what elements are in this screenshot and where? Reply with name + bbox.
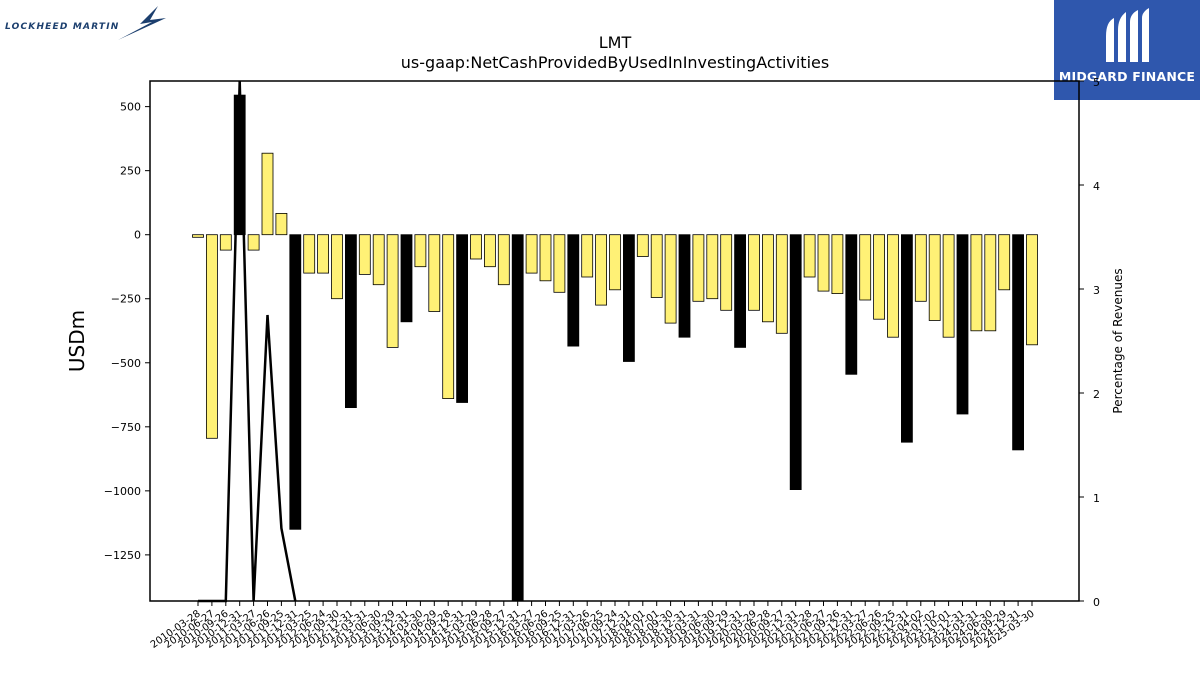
bar-2018-12-31 <box>678 234 691 338</box>
bar-2017-09-24 <box>609 234 621 291</box>
y2-tick-label: 0 <box>1093 596 1100 609</box>
bar-2024-12-31 <box>1012 234 1024 451</box>
bar-2022-12-31 <box>901 234 913 443</box>
y-tick-label: −250 <box>111 293 141 306</box>
y-tick-label: 500 <box>120 101 141 114</box>
bar-2016-06-26 <box>539 234 552 282</box>
midgard-mark-icon <box>1106 8 1149 62</box>
bar-2023-10-01 <box>942 234 955 338</box>
bar-2020-03-29 <box>748 234 760 311</box>
bar-2021-03-28 <box>803 234 816 278</box>
y2-tick-label: 5 <box>1093 76 1100 89</box>
bar-2024-09-29 <box>998 234 1011 291</box>
plot-frame <box>149 80 1080 602</box>
bar-2011-12-31 <box>289 234 302 530</box>
x-ticks: 2010-03-282010-06-272010-09-262010-12-31… <box>149 601 1037 651</box>
bar-2018-09-30 <box>664 234 677 324</box>
bar-2024-06-30 <box>984 234 997 332</box>
bar-2010-03-28 <box>192 234 204 238</box>
chart-title: LMT <box>599 33 632 52</box>
bar-2015-12-31 <box>511 234 524 602</box>
star-swoosh-icon <box>118 6 166 40</box>
y2-ticks: 0 1 2 3 4 5 <box>1079 76 1100 609</box>
bar-2025-03-30 <box>1026 234 1038 346</box>
y2-tick-label: 3 <box>1093 284 1100 297</box>
bar-2022-09-25 <box>887 234 899 338</box>
y-tick-label: 250 <box>120 165 141 178</box>
bar-2021-12-31 <box>845 234 858 375</box>
bar-2015-06-28 <box>483 234 496 268</box>
bar-2011-09-25 <box>275 212 288 236</box>
bar-2021-06-27 <box>817 234 830 292</box>
bar-2015-09-27 <box>497 234 510 286</box>
y-tick-label: −500 <box>111 357 141 370</box>
bar-2023-04-02 <box>914 234 927 302</box>
bar-2016-09-25 <box>553 234 566 293</box>
bar-2021-09-26 <box>831 234 844 294</box>
y2-tick-label: 1 <box>1093 492 1100 505</box>
y-tick-label: −750 <box>111 421 141 434</box>
y2-tick-label: 2 <box>1093 388 1100 401</box>
bar-2014-06-29 <box>428 234 441 312</box>
y-tick-label: 0 <box>134 229 141 242</box>
y-axis-label: USDm <box>65 310 89 372</box>
bar-2013-03-31 <box>358 234 371 275</box>
bar-2011-06-26 <box>261 152 274 236</box>
bar-2010-09-26 <box>219 234 232 251</box>
bar-2016-12-31 <box>567 234 580 347</box>
bar-2016-03-27 <box>525 234 538 274</box>
bar-2017-06-25 <box>595 234 607 306</box>
bar-2019-12-31 <box>734 234 746 348</box>
bar-2014-03-30 <box>414 234 427 268</box>
bars-group <box>192 94 1038 602</box>
bar-2013-12-31 <box>400 234 413 323</box>
bar-2020-12-31 <box>789 234 802 490</box>
bar-2013-09-29 <box>386 234 399 348</box>
bar-2012-09-30 <box>331 234 343 300</box>
bar-2012-03-25 <box>303 234 316 274</box>
bar-2020-09-27 <box>775 234 788 334</box>
y2-tick-label: 4 <box>1093 180 1100 193</box>
midgard-finance-logo: MIDGARD FINANCE <box>1054 0 1200 100</box>
chart-subtitle: us-gaap:NetCashProvidedByUsedInInvesting… <box>401 53 829 72</box>
bar-2019-06-30 <box>706 234 719 300</box>
bar-2023-07-02 <box>928 234 941 321</box>
lockheed-martin-wordmark: LOCKHEED MARTIN <box>5 22 120 32</box>
bar-2013-06-30 <box>372 234 385 286</box>
bar-2019-03-31 <box>692 234 705 302</box>
bar-2012-12-31 <box>344 234 357 408</box>
y-tick-label: −1000 <box>104 485 141 498</box>
bar-2017-12-31 <box>623 234 635 362</box>
midgard-finance-wordmark: MIDGARD FINANCE <box>1058 69 1196 84</box>
bar-2010-06-27 <box>205 234 218 439</box>
lockheed-martin-logo: LOCKHEED MARTIN <box>5 6 166 40</box>
bar-2014-09-28 <box>442 234 455 399</box>
y2-axis-label: Percentage of Revenues <box>1111 268 1125 413</box>
bar-2017-03-26 <box>581 234 594 278</box>
y-ticks: 500 250 0 −250 −500 −750 −1000 −1250 <box>104 101 150 562</box>
bar-2012-06-24 <box>317 234 330 274</box>
bar-2014-12-31 <box>456 234 469 403</box>
bar-2024-03-31 <box>970 234 983 332</box>
bar-2023-12-31 <box>956 234 969 415</box>
y-tick-label: −1250 <box>104 549 141 562</box>
bar-2020-06-28 <box>762 234 774 323</box>
bar-2015-03-29 <box>470 234 482 260</box>
bar-2011-03-27 <box>247 234 260 251</box>
bar-2022-03-27 <box>859 234 872 301</box>
bar-2018-07-01 <box>650 234 663 298</box>
bar-2018-04-01 <box>636 234 649 257</box>
bar-2019-09-29 <box>720 234 733 311</box>
bar-2022-06-26 <box>873 234 885 320</box>
